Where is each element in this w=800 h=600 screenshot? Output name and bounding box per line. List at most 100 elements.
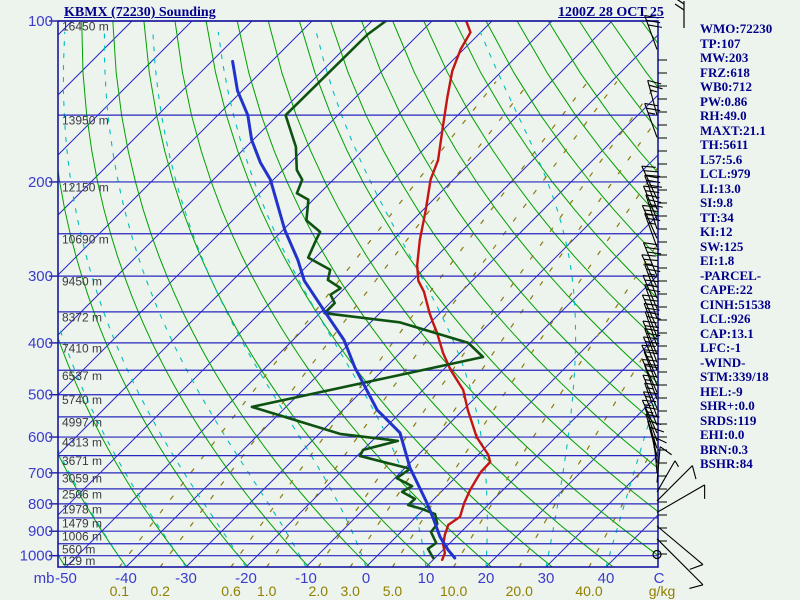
isotherm-line xyxy=(58,21,253,216)
isotherm-line xyxy=(58,21,193,156)
dry-adiabat-line xyxy=(174,21,492,567)
page-title: KBMX (72230) Sounding xyxy=(64,5,216,20)
isotherm-line xyxy=(58,21,373,336)
temp-tick-label: -40 xyxy=(115,570,137,587)
stat-line: TT:34 xyxy=(700,209,734,225)
dry-adiabat-line xyxy=(143,21,432,567)
moist-adiabat-line xyxy=(58,321,187,567)
pressure-tick-label: 300 xyxy=(28,268,53,285)
pressure-tick-label: 800 xyxy=(28,496,53,513)
moist-adiabat-line xyxy=(315,31,488,567)
height-label: 7410 m xyxy=(62,341,102,355)
mixing-unit-label: g/kg xyxy=(649,583,675,599)
wind-barb xyxy=(645,194,663,230)
dry-adiabat-line xyxy=(454,21,658,300)
stat-line: MAXT:21.1 xyxy=(700,122,766,138)
height-label: 2506 m xyxy=(62,487,102,501)
stats-panel: WMO:72230 TP:107 MW:203 FRZ:618 WB0:712 PW:0.… xyxy=(700,21,798,472)
moist-adiabat-line xyxy=(58,552,67,567)
stat-line: RH:49.0 xyxy=(700,108,747,123)
stat-line: BRN:0.3 xyxy=(700,441,749,457)
wind-barb xyxy=(642,374,658,409)
temp-tick-label: -50 xyxy=(55,570,77,587)
height-label: 13950 m xyxy=(62,114,109,128)
mixing-ratio-line xyxy=(349,117,658,567)
temp-tick-label: -30 xyxy=(175,570,197,587)
isotherm-line xyxy=(365,274,658,567)
dry-adiabat-line xyxy=(58,452,127,567)
isotherm-line xyxy=(425,334,658,567)
moist-adiabat-line xyxy=(605,389,658,567)
stat-line: SW:125 xyxy=(700,238,744,254)
isotherm-line xyxy=(58,21,493,456)
wind-barb xyxy=(644,382,659,418)
temp-tick-label: 0 xyxy=(362,570,370,587)
dry-adiabat-line xyxy=(392,21,658,384)
moist-adiabat-line xyxy=(479,31,577,567)
temp-unit-label: C xyxy=(654,570,665,587)
axis-ticks xyxy=(49,20,667,557)
pressure-tick-label: 400 xyxy=(28,335,53,352)
pressure-unit-label: mb xyxy=(34,570,55,587)
mixing-ratio-label: 0.1 xyxy=(110,583,130,599)
isotherm-line xyxy=(245,154,658,567)
dry-adiabat-line xyxy=(81,21,310,567)
moist-adiabat-line xyxy=(217,31,427,567)
mixing-ratio-label: 40.0 xyxy=(575,583,602,599)
wind-barb xyxy=(641,344,658,379)
dry-adiabat-line xyxy=(58,554,67,567)
dry-adiabat-line xyxy=(58,166,249,567)
height-label: 3671 m xyxy=(62,454,102,468)
stat-line: LFC:-1 xyxy=(700,340,742,355)
background-grid xyxy=(58,21,658,567)
stat-line: -WIND- xyxy=(700,354,746,370)
top-wind-barb xyxy=(674,0,685,28)
mixing-ratio-line xyxy=(518,331,658,567)
wind-barb xyxy=(644,15,662,50)
stat-line: KI:12 xyxy=(700,224,733,239)
pressure-lines: 16450 m 13950 m 12150 m 10690 m 9450 m 8372 m… xyxy=(58,20,658,568)
height-label: 4997 m xyxy=(62,415,102,429)
stat-line: EI:1.8 xyxy=(700,253,735,268)
dry-adiabat-line xyxy=(485,21,658,258)
height-label: 560 m xyxy=(62,542,95,556)
height-label: 1479 m xyxy=(62,516,102,530)
wind-barb xyxy=(643,351,659,386)
mixing-ratio-line xyxy=(159,81,531,567)
isotherm-line xyxy=(65,21,613,567)
isotherm-line xyxy=(125,34,658,567)
wind-barb xyxy=(644,284,661,319)
isotherm-line xyxy=(305,214,658,567)
stat-line: BSHR:84 xyxy=(700,456,753,471)
stat-line: FRZ:618 xyxy=(700,64,750,80)
height-label: 129 m xyxy=(62,554,95,568)
dry-adiabat-line xyxy=(267,21,658,557)
temp-tick-label: 20 xyxy=(478,570,495,587)
height-label: 8372 m xyxy=(62,310,102,324)
stat-line: WB0:712 xyxy=(700,79,752,94)
stat-line: LCL:926 xyxy=(700,311,751,326)
temp-tick-label: 10 xyxy=(418,570,435,587)
stat-line: MW:203 xyxy=(700,50,749,65)
dry-adiabat-line xyxy=(361,21,658,427)
height-label: 6537 m xyxy=(62,369,102,383)
wind-barb xyxy=(656,446,672,483)
pressure-tick-label: 1000 xyxy=(20,548,53,565)
height-label: 1978 m xyxy=(62,502,102,516)
mixing-ratio-label: 0.2 xyxy=(151,583,171,599)
dry-adiabat-line xyxy=(423,21,658,342)
sounding-datetime: 1200Z 28 OCT 25 xyxy=(558,5,664,20)
dry-adiabat-line xyxy=(298,21,658,513)
moist-adiabat-line xyxy=(62,31,247,567)
stat-line: -PARCEL- xyxy=(700,267,762,283)
mixing-ratio-label: 20.0 xyxy=(506,583,533,599)
pressure-tick-label: 200 xyxy=(28,174,53,191)
pressure-tick-label: 900 xyxy=(28,523,53,540)
wind-barb xyxy=(644,406,659,442)
sounding-traces xyxy=(231,21,492,561)
height-label: 12150 m xyxy=(62,180,109,194)
temp-tick-label: -10 xyxy=(295,570,317,587)
height-label: 5740 m xyxy=(62,393,102,407)
